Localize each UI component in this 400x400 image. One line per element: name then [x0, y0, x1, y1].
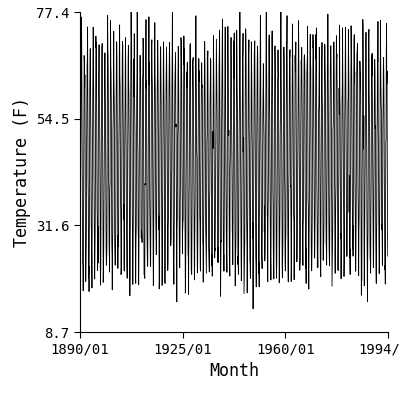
X-axis label: Month: Month	[209, 362, 259, 380]
Y-axis label: Temperature (F): Temperature (F)	[12, 97, 30, 247]
